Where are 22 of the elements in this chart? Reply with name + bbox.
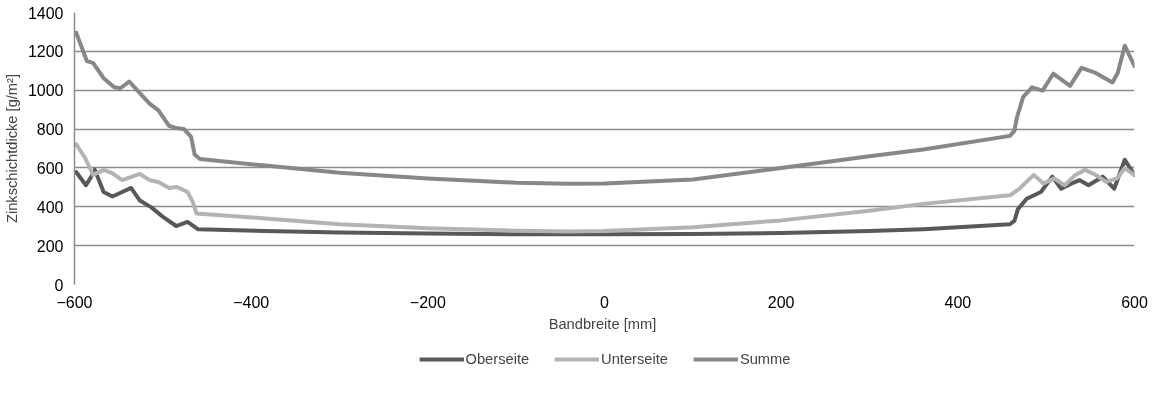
line-series xyxy=(74,142,1135,234)
x-tick-label: −600 xyxy=(56,293,93,311)
y-tick-label: 1200 xyxy=(27,43,64,61)
x-tick-label: 200 xyxy=(767,293,795,311)
x-tick-label: 0 xyxy=(600,293,610,311)
legend-label: Summe xyxy=(739,351,791,367)
y-tick-label: 400 xyxy=(36,198,64,216)
y-tick-label: 200 xyxy=(36,237,64,255)
x-tick-label: 600 xyxy=(1121,293,1148,311)
y-tick-label: 1000 xyxy=(27,82,64,100)
legend-label: Oberseite xyxy=(465,351,530,367)
x-axis-title: Bandbreite [mm] xyxy=(548,315,657,332)
y-tick-label: 800 xyxy=(36,121,64,139)
y-tick-label: 0 xyxy=(54,276,64,294)
y-tick-label: 1400 xyxy=(27,4,64,22)
x-tick-label: 400 xyxy=(944,293,972,311)
x-tick-label: −200 xyxy=(409,293,446,311)
line-series xyxy=(74,157,1135,237)
y-axis-title: Zinkschichtdicke [g/m²] xyxy=(3,73,20,224)
y-tick-label: 600 xyxy=(36,159,64,177)
x-tick-label: −400 xyxy=(233,293,270,311)
legend-label: Unterseite xyxy=(601,351,668,367)
